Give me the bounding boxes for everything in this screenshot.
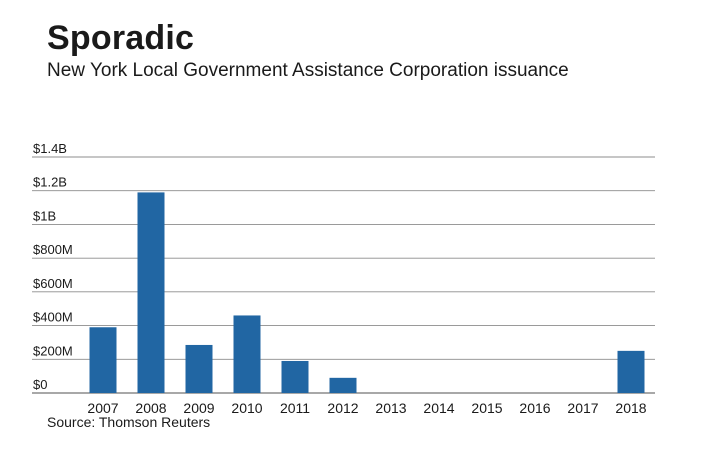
x-tick-label: 2012	[327, 400, 358, 416]
y-tick-label: $600M	[33, 276, 73, 291]
x-tick-label: 2008	[135, 400, 166, 416]
x-tick-label: 2013	[375, 400, 406, 416]
y-tick-label: $1.4B	[33, 141, 67, 156]
bar-2018	[617, 350, 645, 393]
bar-2007	[89, 327, 117, 393]
chart-title: Sporadic	[47, 19, 195, 57]
y-tick-label: $400M	[33, 310, 73, 325]
bar-2008	[137, 192, 165, 393]
bar-2010	[233, 315, 261, 393]
x-tick-label: 2015	[471, 400, 502, 416]
x-tick-label: 2017	[567, 400, 598, 416]
bar-2011	[281, 360, 309, 393]
y-tick-label: $800M	[33, 242, 73, 257]
x-tick-label: 2014	[423, 400, 454, 416]
x-tick-label: 2009	[183, 400, 214, 416]
y-tick-label: $0	[33, 377, 47, 392]
y-tick-label: $200M	[33, 343, 73, 358]
x-tick-label: 2010	[231, 400, 262, 416]
chart-subtitle: New York Local Government Assistance Cor…	[47, 60, 569, 81]
bar-2009	[185, 344, 213, 393]
x-tick-label: 2016	[519, 400, 550, 416]
bar-2012	[329, 377, 357, 393]
x-tick-label: 2007	[87, 400, 118, 416]
y-tick-label: $1B	[33, 208, 56, 223]
x-tick-label: 2011	[280, 400, 310, 416]
y-tick-label: $1.2B	[33, 175, 67, 190]
source-note: Source: Thomson Reuters	[47, 414, 211, 430]
x-tick-label: 2018	[615, 400, 646, 416]
